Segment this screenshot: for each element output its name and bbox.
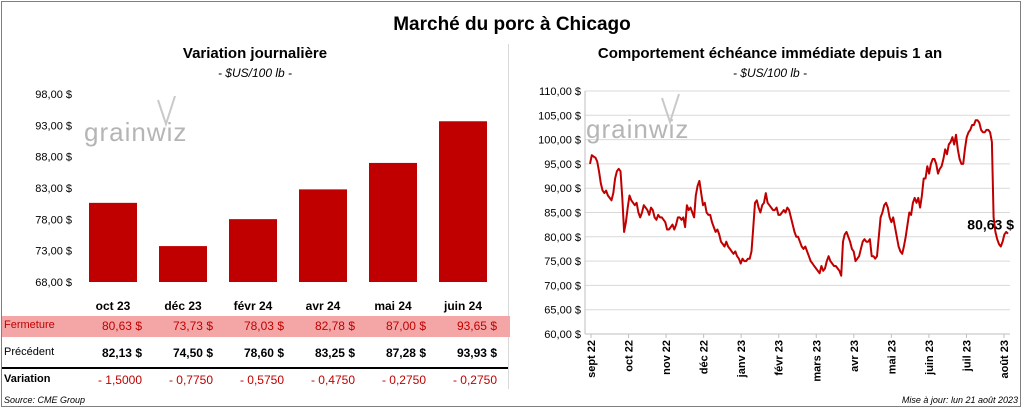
bar-category-label: févr 24 bbox=[234, 299, 273, 313]
line-x-tick-label: août 23 bbox=[999, 340, 1011, 379]
bar-y-tick-label: 98,00 $ bbox=[35, 89, 72, 101]
cell-precedent-juin24: 93,93 $ bbox=[456, 346, 497, 360]
bar-1 bbox=[159, 246, 207, 282]
cell-precedent-mai24: 87,28 $ bbox=[385, 346, 426, 360]
line-x-tick-label: déc 22 bbox=[699, 340, 711, 374]
bar-y-tick-label: 68,00 $ bbox=[35, 277, 72, 289]
bar-5 bbox=[439, 121, 487, 282]
line-y-tick-label: 65,00 $ bbox=[544, 305, 581, 317]
cell-variation-fevr24: - 0,5750 bbox=[239, 373, 284, 387]
bar-category-label: avr 24 bbox=[306, 299, 341, 313]
bar-category-label: juin 24 bbox=[443, 299, 482, 313]
table-row-precedent: Précédent 82,13 $ 74,50 $ 78,60 $ 83,25 … bbox=[2, 343, 510, 364]
line-x-tick-label: oct 22 bbox=[624, 340, 636, 372]
left-chart-title: Variation journalière bbox=[182, 45, 328, 62]
bar-y-tick-label: 83,00 $ bbox=[35, 183, 72, 195]
row-label-fermeture: Fermeture bbox=[4, 319, 55, 331]
main-title: Marché du porc à Chicago bbox=[393, 14, 631, 35]
bar-category-label: déc 23 bbox=[164, 299, 202, 313]
bar-y-tick-label: 88,00 $ bbox=[35, 152, 72, 164]
cell-fermeture-oct23: 80,63 $ bbox=[101, 319, 142, 333]
line-x-tick-label: juin 23 bbox=[924, 340, 936, 376]
line-x-tick-label: févr 23 bbox=[774, 340, 786, 375]
line-chart: 60,00 $ 65,00 $ 70,00 $ 75,00 $ 80,00 $ 85,00… bbox=[538, 86, 1014, 382]
line-series-close bbox=[589, 119, 1009, 277]
cell-variation-juin24: - 0,2750 bbox=[452, 373, 497, 387]
line-x-tick-label: mai 23 bbox=[886, 340, 898, 374]
cell-fermeture-avr24: 82,78 $ bbox=[314, 319, 355, 333]
panel-divider bbox=[508, 44, 509, 389]
line-y-tick-label: 95,00 $ bbox=[544, 159, 581, 171]
line-y-tick-label: 100,00 $ bbox=[538, 135, 581, 147]
row-label-variation: Variation bbox=[4, 373, 51, 385]
cell-variation-dec23: - 0,7750 bbox=[168, 373, 213, 387]
cell-variation-avr24: - 0,4750 bbox=[310, 373, 355, 387]
right-chart-title: Comportement échéance immédiate depuis 1… bbox=[597, 45, 943, 62]
bar-chart: 68,00 $ 73,00 $ 78,00 $ 83,00 $ 88,00 $ 93,00… bbox=[35, 89, 487, 313]
cell-fermeture-dec23: 73,73 $ bbox=[172, 319, 213, 333]
cell-precedent-dec23: 74,50 $ bbox=[172, 346, 213, 360]
line-x-tick-label: nov 22 bbox=[661, 340, 673, 375]
line-x-tick-label: sept 22 bbox=[586, 340, 598, 378]
line-watermark: grainwiz bbox=[586, 114, 689, 144]
line-watermark-mark bbox=[661, 93, 680, 126]
line-x-tick-label: juil 23 bbox=[961, 340, 973, 372]
cell-fermeture-mai24: 87,00 $ bbox=[385, 319, 426, 333]
bar-y-tick-label: 78,00 $ bbox=[35, 214, 72, 226]
line-y-tick-label: 75,00 $ bbox=[544, 256, 581, 268]
cell-fermeture-juin24: 93,65 $ bbox=[456, 319, 497, 333]
bar-y-tick-label: 93,00 $ bbox=[35, 120, 72, 132]
bar-watermark-mark bbox=[157, 95, 176, 128]
cell-precedent-oct23: 82,13 $ bbox=[101, 346, 142, 360]
line-y-tick-label: 80,00 $ bbox=[544, 232, 581, 244]
left-chart-unit: - $US/100 lb - bbox=[217, 66, 293, 80]
line-x-tick-label: avr 23 bbox=[849, 340, 861, 372]
cell-precedent-fevr24: 78,60 $ bbox=[243, 346, 284, 360]
line-y-tick-label: 105,00 $ bbox=[538, 110, 581, 122]
bar-2 bbox=[229, 219, 277, 282]
bar-watermark: grainwiz bbox=[84, 117, 187, 147]
update-note: Mise à jour: lun 21 août 2023 bbox=[901, 395, 1018, 405]
bar-category-label: mai 24 bbox=[374, 299, 412, 313]
bar-y-tick-label: 73,00 $ bbox=[35, 246, 72, 258]
line-y-tick-label: 110,00 $ bbox=[539, 86, 581, 98]
bar-4 bbox=[369, 162, 417, 282]
bar-0 bbox=[89, 202, 137, 282]
right-chart-unit: - $US/100 lb - bbox=[732, 66, 808, 80]
bar-category-label: oct 23 bbox=[96, 299, 131, 313]
line-x-tick-label: mars 23 bbox=[811, 340, 823, 382]
source-note: Source: CME Group bbox=[4, 395, 86, 405]
cell-variation-mai24: - 0,2750 bbox=[381, 373, 426, 387]
table-row-variation: Variation - 1,5000 - 0,7750 - 0,5750 - 0… bbox=[2, 370, 510, 391]
line-last-value-label: 80,63 $ bbox=[967, 217, 1014, 233]
line-y-tick-label: 85,00 $ bbox=[544, 208, 581, 220]
bar-3 bbox=[299, 189, 347, 282]
line-y-tick-label: 60,00 $ bbox=[544, 329, 581, 341]
cell-variation-oct23: - 1,5000 bbox=[97, 373, 142, 387]
cell-fermeture-fevr24: 78,03 $ bbox=[243, 319, 284, 333]
line-x-tick-label: janv 23 bbox=[736, 340, 748, 378]
table-separator bbox=[2, 367, 508, 369]
line-y-tick-label: 90,00 $ bbox=[544, 183, 581, 195]
table-row-fermeture: Fermeture 80,63 $ 73,73 $ 78,03 $ 82,78 … bbox=[2, 316, 510, 337]
cell-precedent-avr24: 83,25 $ bbox=[314, 346, 355, 360]
line-y-tick-label: 70,00 $ bbox=[544, 280, 581, 292]
row-label-precedent: Précédent bbox=[4, 346, 55, 358]
